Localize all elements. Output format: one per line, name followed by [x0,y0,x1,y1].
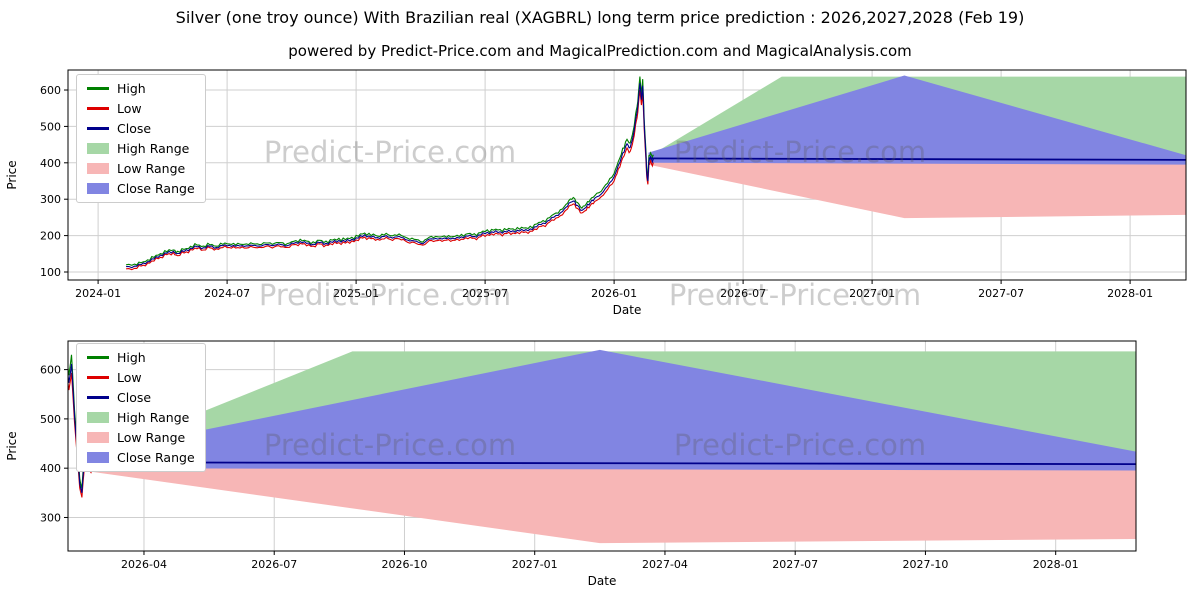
legend-label: Low [117,101,142,116]
svg-text:2027-07: 2027-07 [978,287,1024,300]
legend-swatch [87,452,109,463]
svg-text:2024-07: 2024-07 [204,287,250,300]
svg-text:2027-01: 2027-01 [849,287,895,300]
svg-text:2026-04: 2026-04 [121,558,167,571]
legend-label: Low Range [117,161,186,176]
legend-label: High Range [117,141,190,156]
legend-label: Low [117,370,142,385]
legend-item: Close [87,390,195,405]
legend-label: High [117,350,146,365]
chart-subtitle: powered by Predict-Price.com and Magical… [288,42,912,60]
svg-text:Price: Price [5,160,19,189]
legend-label: High Range [117,410,190,425]
legend-swatch [87,107,109,110]
legend-item: High [87,350,195,365]
legend-label: Close Range [117,450,195,465]
svg-text:400: 400 [40,462,61,475]
svg-text:2026-07: 2026-07 [251,558,297,571]
svg-text:2026-01: 2026-01 [591,287,637,300]
legend-label: Close Range [117,181,195,196]
svg-text:2027-01: 2027-01 [512,558,558,571]
svg-text:Date: Date [613,303,642,317]
legend-item: High Range [87,410,195,425]
legend-swatch [87,87,109,90]
svg-text:2027-07: 2027-07 [772,558,818,571]
svg-text:2026-10: 2026-10 [381,558,427,571]
svg-text:2025-07: 2025-07 [462,287,508,300]
svg-text:2028-01: 2028-01 [1033,558,1079,571]
price-history-panel: 100 200 300 400 500 600 2024-01 2024-07 2025-01 2… [0,62,1200,326]
legend-swatch [87,163,109,174]
svg-text:300: 300 [40,193,61,206]
legend-item: Close Range [87,450,195,465]
svg-text:500: 500 [40,413,61,426]
legend-item: Low Range [87,430,195,445]
chart1-legend: High Low Close High Range Low Range Close Ran… [76,74,206,203]
chart2-legend: High Low Close High Range Low Range Close Ran… [76,343,206,472]
legend-item: Low [87,370,195,385]
svg-text:600: 600 [40,84,61,97]
svg-text:100: 100 [40,266,61,279]
price-history-chart: 100 200 300 400 500 600 2024-01 2024-07 2025-01 2… [5,69,1187,317]
legend-swatch [87,127,109,130]
legend-label: Low Range [117,430,186,445]
forecast-zoom-chart: 300 400 500 600 2026-04 2026-07 2026-10 2027-01… [5,340,1137,588]
legend-swatch [87,356,109,359]
svg-text:2027-04: 2027-04 [642,558,688,571]
legend-swatch [87,412,109,423]
legend-swatch [87,183,109,194]
svg-text:400: 400 [40,157,61,170]
legend-swatch [87,143,109,154]
legend-swatch [87,376,109,379]
legend-label: Close [117,121,152,136]
legend-item: Close [87,121,195,136]
forecast-zoom-panel: 300 400 500 600 2026-04 2026-07 2026-10 2027-01… [0,327,1200,600]
legend-label: High [117,81,146,96]
legend-swatch [87,432,109,443]
chart-title: Silver (one troy ounce) With Brazilian r… [175,8,1025,27]
svg-text:300: 300 [40,511,61,524]
legend-label: Close [117,390,152,405]
svg-text:2025-01: 2025-01 [333,287,379,300]
legend-item: Close Range [87,181,195,196]
svg-text:Date: Date [588,574,617,588]
svg-text:Price: Price [5,431,19,460]
legend-swatch [87,396,109,399]
svg-text:200: 200 [40,230,61,243]
legend-item: Low [87,101,195,116]
svg-text:2026-07: 2026-07 [720,287,766,300]
svg-text:2028-01: 2028-01 [1107,287,1153,300]
legend-item: Low Range [87,161,195,176]
legend-item: High Range [87,141,195,156]
legend-item: High [87,81,195,96]
svg-text:2027-10: 2027-10 [902,558,948,571]
svg-text:600: 600 [40,364,61,377]
svg-text:2024-01: 2024-01 [75,287,121,300]
svg-text:500: 500 [40,120,61,133]
